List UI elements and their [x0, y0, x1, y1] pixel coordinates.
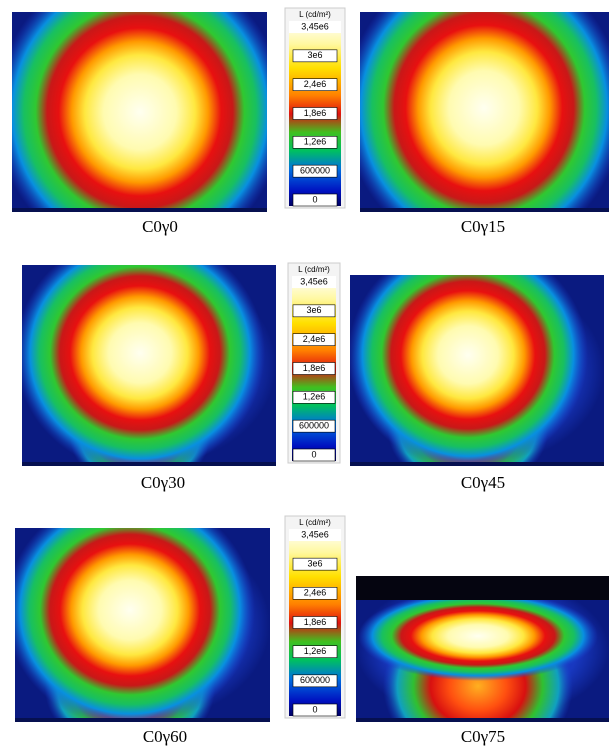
bottom-edge: [356, 718, 609, 722]
tick-label: 1,2e6: [304, 137, 327, 147]
tick-label: 3,45e6: [300, 276, 328, 286]
panel-label: C0γ75: [461, 727, 505, 746]
tick-label: 1,2e6: [303, 392, 326, 402]
main-spot: [5, 492, 255, 728]
luminance-map: [15, 233, 276, 488]
bottom-edge: [350, 462, 604, 466]
tick-label: 1,8e6: [304, 108, 327, 118]
colorbar-title: L (cd/m²): [299, 518, 331, 527]
colorbar-title: L (cd/m²): [299, 10, 331, 19]
bottom-edge: [22, 462, 276, 466]
bottom-edge: [12, 208, 267, 212]
map-image: [348, 240, 604, 490]
tick-label: 3,45e6: [301, 529, 329, 539]
tick-label: 3e6: [307, 559, 322, 569]
tick-label: 0: [312, 194, 317, 204]
panel-label: C0γ45: [461, 473, 505, 492]
map-image: [5, 492, 270, 749]
tick-label: 600000: [300, 166, 330, 176]
map-image: [356, 576, 609, 749]
tick-label: 1,2e6: [304, 646, 327, 656]
main-spot: [348, 240, 588, 470]
tick-label: 600000: [299, 421, 329, 431]
panel-label: C0γ60: [143, 727, 187, 746]
colorbar: L (cd/m²) 3,45e6 3e6 2,4e6 1,8e6 1,2e6 600000 0: [285, 516, 345, 718]
tick-label: 2,4e6: [303, 334, 326, 344]
panel-label: C0γ0: [142, 217, 178, 236]
dark-band: [356, 576, 609, 600]
bottom-edge: [15, 718, 270, 722]
tick-label: 2,4e6: [304, 79, 327, 89]
colorbar: L (cd/m²) 3,45e6 3e6 2,4e6 1,8e6 1,2e6 600000 0: [288, 263, 340, 463]
tick-label: 600000: [300, 675, 330, 685]
tick-label: 3e6: [307, 50, 322, 60]
tick-label: 1,8e6: [304, 617, 327, 627]
luminance-map: [356, 576, 609, 749]
panel-label: C0γ30: [141, 473, 185, 492]
tick-label: 1,8e6: [303, 363, 326, 373]
map-image: [15, 233, 276, 488]
luminance-map: [348, 240, 604, 490]
tick-label: 0: [312, 704, 317, 714]
panel-label: C0γ15: [461, 217, 505, 236]
tick-label: 3,45e6: [301, 21, 329, 31]
colorbar-title: L (cd/m²): [298, 265, 330, 274]
luminance-map: [5, 492, 270, 749]
tick-label: 3e6: [306, 305, 321, 315]
tick-label: 0: [311, 449, 316, 459]
tick-label: 2,4e6: [304, 588, 327, 598]
main-spot: [358, 591, 598, 681]
bottom-edge: [360, 208, 609, 212]
figure: C0γ0 C0γ15 C0γ30 C0γ45 C0γ60 C0γ75 L (cd/m²) 3,…: [0, 0, 611, 749]
colorbar: L (cd/m²) 3,45e6 3e6 2,4e6 1,8e6 1,2e6 600000 0: [285, 8, 345, 208]
main-spot: [15, 233, 265, 473]
